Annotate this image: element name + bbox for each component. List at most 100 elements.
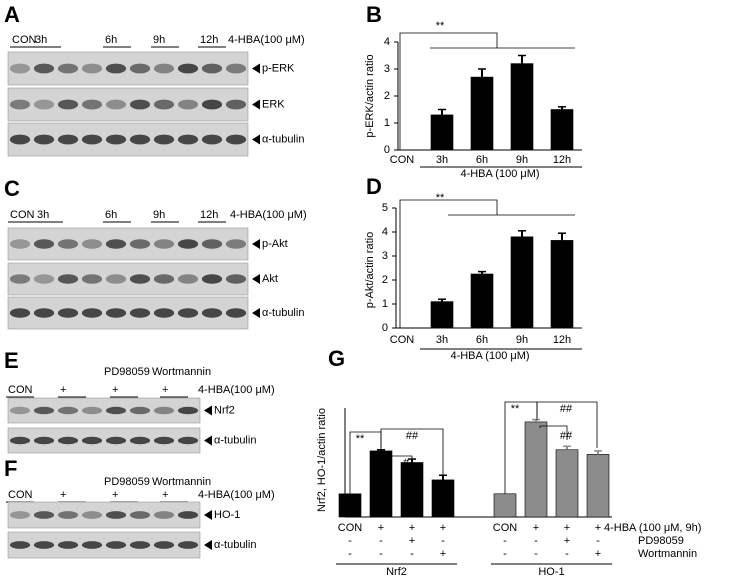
blot-band (153, 99, 175, 110)
group-label: HO-1 (538, 566, 564, 578)
y-tick-label: 1 (384, 117, 390, 129)
x-tick-label: CON (390, 154, 415, 166)
y-axis-label: Nrf2, HO-1/actin ratio (316, 408, 328, 512)
x-tick-label: CON (338, 522, 363, 534)
bar (430, 301, 454, 329)
y-tick-label: 4 (382, 226, 388, 238)
band-label: α-tubulin (262, 133, 304, 145)
lane-label: CON (12, 34, 37, 46)
band-label: Akt (262, 273, 278, 285)
panel-letter: E (4, 348, 19, 373)
lane-label: 4-HBA(100 μM) (228, 34, 305, 46)
blot-band (105, 436, 127, 445)
treatment-label: PD98059 (104, 366, 150, 378)
blot-band (153, 436, 175, 445)
lane-label: + (60, 489, 66, 501)
significance-bracket (380, 428, 444, 478)
blot-band (129, 134, 151, 145)
y-tick-label: 3 (384, 63, 390, 75)
blot-band (225, 239, 247, 249)
x-axis-label: 4-HBA (100 μM) (460, 168, 539, 180)
blot-band (33, 63, 55, 74)
lane-label: 4-HBA(100 μM) (230, 209, 307, 221)
blot-band (177, 308, 199, 318)
blot-band (9, 63, 31, 74)
bar (550, 109, 574, 151)
band-label: α-tubulin (214, 434, 256, 446)
blot-band (177, 134, 199, 145)
blot-band (57, 406, 79, 415)
blot-band (105, 274, 127, 284)
band-label: α-tubulin (214, 539, 256, 551)
blot-band (225, 308, 247, 318)
bar (550, 240, 574, 329)
blot-band (153, 308, 175, 318)
blot-band (153, 274, 175, 284)
group-label: Nrf2 (386, 566, 407, 578)
blot-band (33, 239, 55, 249)
significance-bracket (536, 401, 598, 448)
blot-band (81, 134, 103, 145)
bar (555, 449, 579, 518)
lane-label: + (162, 384, 168, 396)
significance-mark: ** (511, 403, 520, 415)
blot-band (105, 541, 127, 549)
arrowhead (252, 274, 260, 284)
bar (430, 114, 454, 151)
blot-band (81, 436, 103, 445)
blot-band (9, 274, 31, 284)
lane-label: 6h (105, 209, 117, 221)
blot-band (9, 99, 31, 110)
lane-label: 9h (153, 34, 165, 46)
band-label: Nrf2 (214, 404, 235, 416)
treatment-label: Wortmannin (152, 476, 211, 488)
row-mark: + (409, 535, 415, 547)
row-mark: - (441, 535, 445, 547)
row-mark: - (348, 535, 352, 547)
y-tick-label: 1 (382, 298, 388, 310)
row-label: 4-HBA (100 μM, 9h) (604, 522, 701, 534)
y-tick-label: 2 (382, 274, 388, 286)
x-tick-label: 6h (476, 334, 488, 346)
blot-band (153, 63, 175, 74)
blot-band (129, 436, 151, 445)
row-mark: - (503, 548, 507, 560)
blot-band (105, 239, 127, 249)
blot-band (57, 308, 79, 318)
bar (510, 63, 534, 151)
arrowhead (204, 435, 212, 446)
x-tick-label: + (595, 522, 601, 534)
blot-band (9, 134, 31, 145)
lane-label: 4-HBA(100 μM) (198, 384, 275, 396)
lane-label: 3h (37, 209, 49, 221)
blot-band (33, 308, 55, 318)
x-tick-label: 3h (436, 334, 448, 346)
row-mark: - (534, 535, 538, 547)
y-tick-label: 4 (384, 36, 390, 48)
panel-letter: A (4, 2, 20, 27)
band-label: ERK (262, 98, 285, 110)
x-tick-label: 9h (516, 334, 528, 346)
blot-band (57, 99, 79, 110)
blot-band (81, 239, 103, 249)
blot-band (9, 541, 31, 549)
bar (586, 454, 610, 518)
blot-band (9, 239, 31, 249)
x-tick-label: CON (390, 334, 415, 346)
band-label: p-Akt (262, 238, 288, 250)
lane-label: + (112, 489, 118, 501)
arrowhead (204, 540, 212, 550)
x-tick-label: CON (493, 522, 518, 534)
blot-band (57, 541, 79, 549)
blot-band (81, 308, 103, 318)
blot-band (129, 308, 151, 318)
blot-band (177, 436, 199, 445)
blot-band (177, 239, 199, 249)
blot-band (105, 308, 127, 318)
significance-bracket (539, 425, 568, 440)
treatment-label: PD98059 (104, 476, 150, 488)
blot-band (57, 239, 79, 249)
lane-label: 9h (153, 209, 165, 221)
lane-label: + (162, 489, 168, 501)
